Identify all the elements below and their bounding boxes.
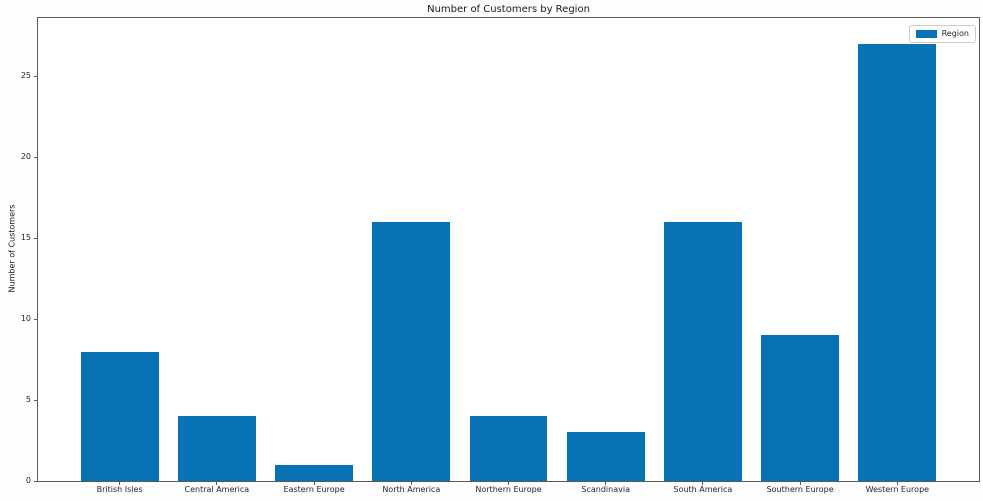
y-tick-label: 10 [20, 314, 31, 324]
bar-british-isles [80, 351, 159, 481]
x-tick-mark [896, 481, 898, 485]
legend-label: Region [941, 29, 969, 38]
x-tick-mark [313, 481, 315, 485]
x-tick-label: Scandinavia [581, 485, 630, 494]
x-tick-label: Eastern Europe [283, 485, 345, 494]
y-tick-label: 20 [20, 152, 31, 162]
chart-title: Number of Customers by Region [427, 4, 590, 15]
y-axis-label: Number of Customers [7, 204, 17, 293]
x-tick-label: Northern Europe [475, 485, 542, 494]
x-tick-mark [605, 481, 607, 485]
y-tick-label: 25 [20, 71, 31, 81]
y-tick-label: 15 [20, 233, 31, 243]
legend: Region [908, 25, 976, 43]
bar-southern-europe [761, 335, 839, 481]
bar-north-america [372, 221, 451, 481]
x-tick-mark [119, 481, 121, 485]
x-tick-label: North America [382, 485, 441, 494]
bar-northern-europe [469, 416, 548, 481]
x-tick-mark [216, 481, 218, 485]
x-tick-label: Western Europe [865, 485, 930, 494]
x-tick-label: Central America [184, 485, 250, 494]
bar-eastern-europe [275, 464, 353, 481]
bar-central-america [177, 416, 256, 481]
y-tick-label: 5 [25, 395, 31, 405]
y-tick-mark [34, 399, 38, 401]
x-tick-label: Southern Europe [766, 485, 834, 494]
x-tick-mark [508, 481, 509, 485]
y-tick-mark [34, 480, 38, 482]
legend-swatch [915, 30, 937, 38]
bar-western-europe [858, 43, 937, 481]
plot-area: Region 0 5 10 15 20 25 British Isles Central Am… [21, 17, 980, 494]
y-tick-mark [34, 318, 38, 320]
y-tick-mark [34, 75, 38, 77]
x-tick-label: South America [673, 485, 733, 494]
x-tick-mark [799, 481, 801, 485]
y-tick-label: 0 [25, 476, 31, 485]
bar-scandinavia [566, 432, 645, 481]
x-tick-label: British Isles [96, 485, 143, 494]
x-tick-mark [702, 481, 704, 485]
y-tick-mark [34, 237, 38, 239]
bar-south-america [664, 221, 742, 481]
y-tick-mark [34, 156, 38, 158]
x-tick-mark [410, 481, 412, 485]
